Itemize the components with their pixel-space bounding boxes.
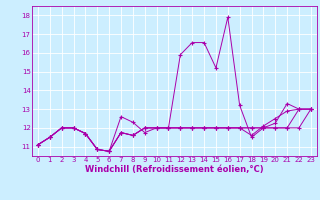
X-axis label: Windchill (Refroidissement éolien,°C): Windchill (Refroidissement éolien,°C) — [85, 165, 264, 174]
